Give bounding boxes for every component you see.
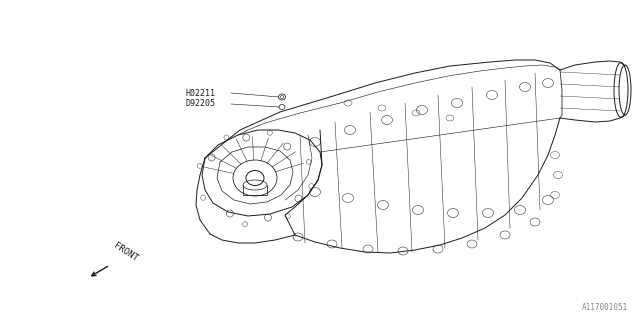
Text: D92205: D92205 — [185, 100, 215, 108]
Text: H02211: H02211 — [185, 89, 215, 98]
Text: A117001051: A117001051 — [582, 303, 628, 312]
Text: FRONT: FRONT — [112, 241, 140, 263]
